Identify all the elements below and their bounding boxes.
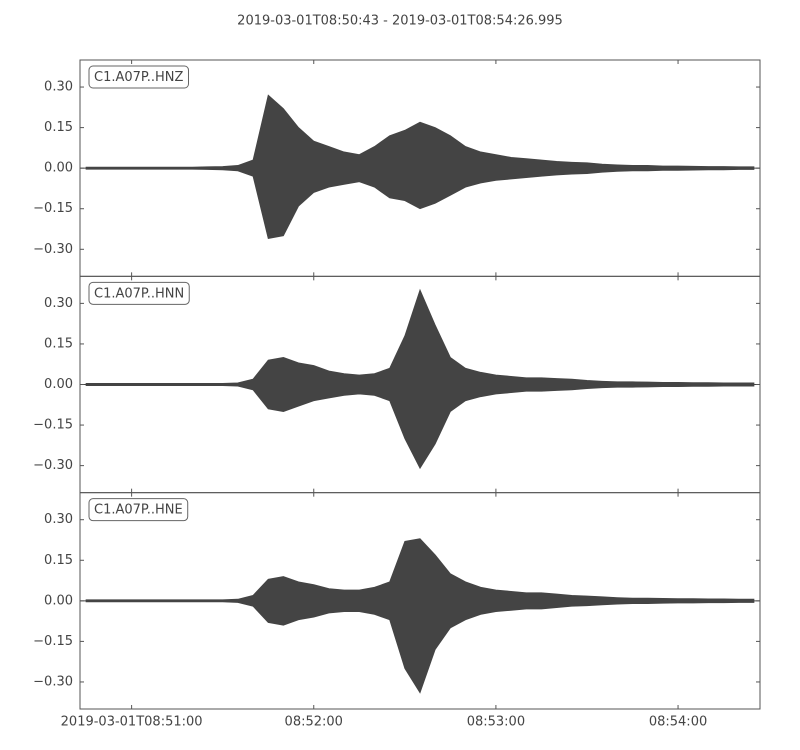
trace-label: C1.A07P..HNN bbox=[94, 286, 184, 301]
y-tick-label: 0.30 bbox=[44, 512, 73, 527]
x-tick-label: 2019-03-01T08:51:00 bbox=[61, 715, 203, 730]
y-tick-label: 0.30 bbox=[44, 80, 73, 95]
waveform-area bbox=[85, 600, 755, 694]
y-tick-label: 0.30 bbox=[44, 296, 73, 311]
y-tick-label: 0.00 bbox=[44, 377, 73, 392]
y-tick-label: −0.15 bbox=[33, 634, 73, 649]
y-tick-label: −0.15 bbox=[33, 201, 73, 216]
y-tick-label: −0.30 bbox=[33, 458, 73, 473]
waveform-area bbox=[85, 288, 755, 385]
trace-label: C1.A07P..HNZ bbox=[94, 70, 183, 85]
y-tick-label: 0.00 bbox=[44, 593, 73, 608]
trace-label-box bbox=[88, 498, 189, 522]
y-tick-label: −0.30 bbox=[33, 674, 73, 689]
x-tick-label: 08:53:00 bbox=[467, 715, 525, 730]
y-tick-label: −0.15 bbox=[33, 418, 73, 433]
chart-title: 2019-03-01T08:50:43 - 2019-03-01T08:54:2… bbox=[237, 14, 563, 29]
trace-label-box bbox=[88, 281, 190, 305]
waveform-area bbox=[85, 94, 755, 169]
waveform-area bbox=[85, 384, 755, 470]
y-tick-label: 0.15 bbox=[44, 336, 73, 351]
y-tick-label: 0.15 bbox=[44, 553, 73, 568]
x-tick-label: 08:52:00 bbox=[285, 715, 343, 730]
waveform-area bbox=[85, 167, 755, 239]
waveform-area bbox=[85, 538, 755, 602]
trace-label-box bbox=[88, 65, 189, 89]
y-tick-label: −0.30 bbox=[33, 242, 73, 257]
y-tick-label: 0.00 bbox=[44, 161, 73, 176]
y-tick-label: 0.15 bbox=[44, 120, 73, 135]
trace-label: C1.A07P..HNE bbox=[94, 503, 183, 518]
x-tick-label: 08:54:00 bbox=[649, 715, 707, 730]
